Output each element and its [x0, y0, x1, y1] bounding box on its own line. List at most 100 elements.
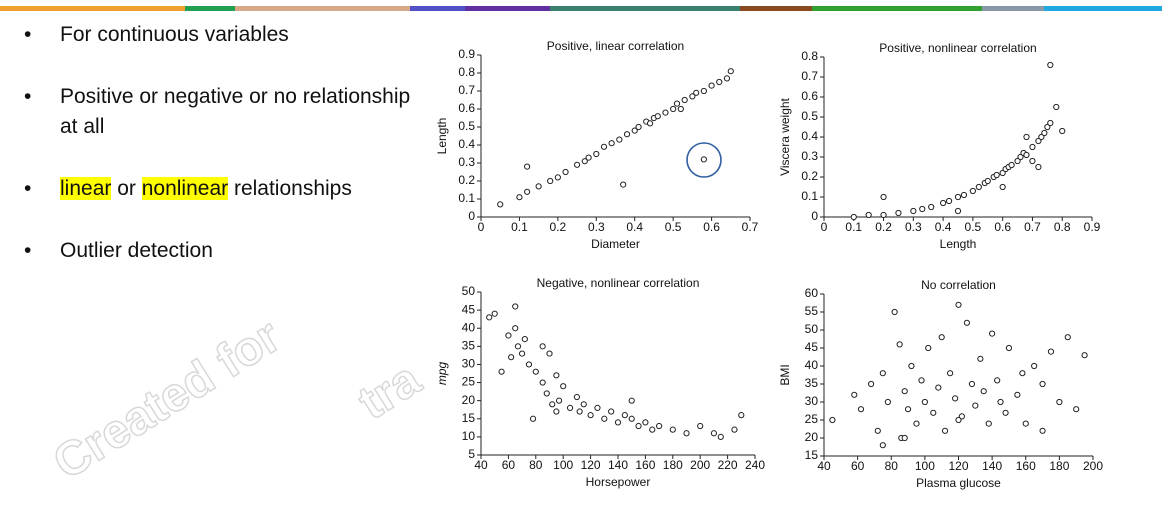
x-axis-label: Diameter [591, 237, 640, 251]
x-tick-label: 200 [690, 458, 710, 472]
point [1047, 348, 1055, 355]
point [700, 87, 707, 95]
point [516, 194, 523, 201]
y-tick-label: 0.4 [458, 137, 475, 151]
y-tick-label: 0.5 [458, 119, 475, 133]
point [874, 427, 881, 434]
point [576, 408, 583, 415]
top-color-bar [0, 6, 1162, 11]
point [580, 401, 587, 408]
point [512, 325, 519, 332]
x-tick-label: 120 [581, 458, 601, 472]
point [514, 343, 522, 350]
x-tick-label: 0.8 [1054, 220, 1071, 234]
y-tick-label: 20 [462, 393, 476, 407]
point [1019, 370, 1026, 377]
point [512, 303, 519, 310]
y-axis-label: Viscera weight [778, 97, 792, 175]
chart-title: Positive, nonlinear correlation [879, 41, 1036, 55]
point [891, 308, 898, 316]
point [1053, 103, 1060, 111]
point [547, 177, 554, 185]
x-tick-label: 0.6 [703, 220, 720, 234]
chart-title: No correlation [921, 278, 996, 292]
point [600, 143, 608, 150]
x-tick-label: 160 [635, 458, 655, 472]
x-tick-label: 0 [821, 220, 828, 234]
x-tick-label: 80 [529, 458, 543, 472]
point [935, 384, 942, 391]
bullet-list: For continuous variables Positive or nega… [24, 20, 414, 298]
x-axis-label: Length [940, 237, 977, 251]
point [539, 379, 546, 386]
point [546, 350, 553, 357]
point [857, 406, 865, 413]
y-tick-label: 0.8 [801, 49, 818, 63]
point [581, 158, 588, 165]
point [716, 78, 723, 86]
point [968, 380, 976, 388]
point [566, 404, 574, 412]
point [1008, 161, 1015, 169]
y-tick-label: 0.2 [458, 173, 475, 187]
point [700, 156, 707, 163]
bullet: Outlier detection [24, 236, 414, 266]
bullet: For continuous variables [24, 20, 414, 50]
point [594, 404, 601, 412]
x-tick-label: 180 [1049, 459, 1069, 473]
point [524, 188, 531, 195]
point [955, 301, 962, 308]
chart-title: Negative, nonlinear correlation [537, 276, 700, 290]
point [505, 332, 512, 339]
x-tick-label: 0.5 [665, 220, 682, 234]
point [938, 334, 945, 341]
x-tick-label: 0.2 [550, 220, 567, 234]
point [601, 415, 608, 422]
point [1035, 163, 1042, 171]
point [662, 109, 669, 116]
point [554, 174, 561, 181]
y-tick-label: 10 [462, 429, 476, 443]
y-tick-label: 40 [805, 358, 819, 372]
point [901, 434, 908, 442]
point [669, 426, 676, 433]
outlier-highlight [686, 142, 722, 178]
point [1044, 123, 1051, 131]
point [573, 161, 581, 168]
point [649, 426, 656, 433]
point [620, 181, 627, 188]
point [642, 419, 649, 426]
point [921, 398, 928, 406]
y-tick-label: 30 [805, 394, 819, 408]
y-tick-label: 55 [805, 304, 819, 318]
y-axis-label: BMI [778, 364, 792, 385]
x-tick-label: 0.5 [965, 220, 982, 234]
point [1002, 409, 1009, 416]
point [977, 355, 984, 362]
point [946, 370, 954, 377]
point [919, 205, 926, 213]
point [623, 131, 631, 138]
point [535, 183, 542, 190]
point [994, 377, 1001, 384]
point [670, 105, 677, 113]
point [608, 408, 615, 415]
y-tick-label: 0 [468, 209, 475, 223]
point [1029, 157, 1036, 165]
point [896, 341, 903, 348]
x-tick-label: 0.7 [1024, 220, 1041, 234]
point [519, 350, 526, 357]
y-tick-label: 25 [805, 412, 819, 426]
watermark: tra [349, 352, 429, 430]
point [984, 177, 991, 185]
x-tick-label: 180 [663, 458, 683, 472]
point [524, 163, 531, 170]
point [697, 422, 704, 430]
point [1005, 344, 1013, 352]
point [1064, 334, 1071, 341]
y-tick-label: 0.6 [458, 101, 475, 115]
point [614, 419, 622, 426]
point [549, 401, 556, 408]
point [908, 362, 915, 370]
